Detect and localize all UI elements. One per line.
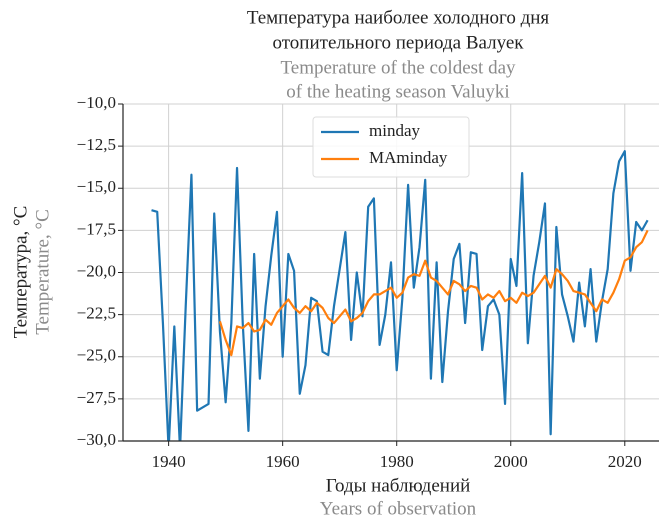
y-tick-label: −22,5: [77, 304, 116, 323]
y-tick-label: −15,0: [77, 177, 116, 196]
y-axis-label: Temperature, °C: [32, 209, 53, 335]
data-line: [218, 229, 649, 357]
y-tick-label: −10,0: [77, 93, 116, 112]
x-tick-label: 1960: [266, 452, 300, 471]
x-tick-label: 2020: [608, 452, 642, 471]
x-tick-label: 2000: [494, 452, 528, 471]
chart-subtitle: Temperature of the coldest day: [280, 57, 516, 78]
legend: minday MAminday: [312, 116, 470, 178]
y-tick-label: −30,0: [77, 430, 116, 449]
y-tick-label: −12,5: [77, 135, 116, 154]
data-line: [151, 150, 649, 441]
x-tick-label: 1980: [380, 452, 414, 471]
x-tick-label: 1940: [152, 452, 186, 471]
x-axis-label: Years of observation: [320, 498, 477, 518]
chart-title: Температура наиболее холодного дня: [247, 7, 550, 28]
y-axis-label: Температура, °С: [10, 206, 31, 339]
y-tick-label: −25,0: [77, 346, 116, 365]
legend-label: minday: [369, 121, 420, 140]
y-tick-label: −27,5: [77, 388, 116, 407]
y-tick-label: −20,0: [77, 261, 116, 280]
chart-title: отопительного периода Валуек: [273, 32, 525, 53]
chart-subtitle: of the heating season Valuyki: [286, 81, 509, 102]
y-tick-label: −17,5: [77, 219, 116, 238]
x-axis-label: Годы наблюдений: [326, 475, 471, 496]
legend-label: MAminday: [369, 148, 448, 167]
